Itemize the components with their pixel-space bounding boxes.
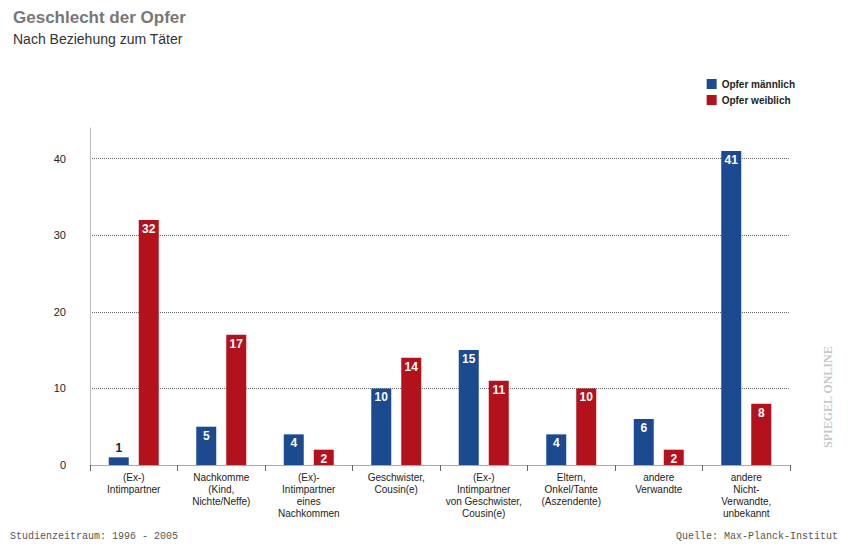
- svg-text:Nachkomme: Nachkomme: [193, 472, 250, 483]
- svg-text:SPIEGEL ONLINE: SPIEGEL ONLINE: [821, 346, 835, 448]
- svg-text:1: 1: [115, 441, 122, 455]
- svg-text:(Ex)-: (Ex)-: [298, 472, 320, 483]
- svg-text:6: 6: [640, 421, 647, 435]
- svg-text:Eltern,: Eltern,: [557, 472, 586, 483]
- svg-text:4: 4: [553, 436, 560, 450]
- svg-text:10: 10: [375, 390, 389, 404]
- svg-text:Verwandte,: Verwandte,: [721, 496, 771, 507]
- svg-text:Verwandte: Verwandte: [635, 484, 683, 495]
- svg-text:andere: andere: [731, 472, 763, 483]
- svg-text:4: 4: [290, 436, 297, 450]
- svg-text:2: 2: [670, 452, 677, 466]
- svg-text:(Aszendente): (Aszendente): [542, 496, 601, 507]
- svg-text:Quelle: Max-Planck-Institut: Quelle: Max-Planck-Institut: [676, 531, 838, 542]
- svg-text:unbekannt: unbekannt: [723, 508, 770, 519]
- svg-text:10: 10: [580, 390, 594, 404]
- svg-text:Geschlecht der Opfer: Geschlecht der Opfer: [13, 8, 186, 27]
- svg-text:20: 20: [54, 306, 66, 318]
- svg-text:10: 10: [54, 382, 66, 394]
- svg-text:41: 41: [725, 153, 739, 167]
- svg-text:0: 0: [60, 459, 66, 471]
- svg-text:Intimpartner: Intimpartner: [457, 484, 511, 495]
- svg-text:2: 2: [320, 452, 327, 466]
- svg-text:40: 40: [54, 153, 66, 165]
- svg-text:Geschwister,: Geschwister,: [368, 472, 425, 483]
- svg-text:30: 30: [54, 229, 66, 241]
- svg-text:Cousin(e): Cousin(e): [462, 508, 505, 519]
- svg-text:32: 32: [142, 222, 156, 236]
- svg-text:Onkel/Tante: Onkel/Tante: [545, 484, 599, 495]
- svg-text:Nach Beziehung zum Täter: Nach Beziehung zum Täter: [13, 31, 183, 47]
- svg-text:Intimpartner: Intimpartner: [107, 484, 161, 495]
- svg-text:Studienzeitraum: 1996 - 2005: Studienzeitraum: 1996 - 2005: [10, 531, 178, 542]
- svg-text:17: 17: [230, 337, 244, 351]
- svg-text:Nachkommen: Nachkommen: [278, 508, 340, 519]
- svg-text:8: 8: [758, 406, 765, 420]
- svg-text:Cousin(e): Cousin(e): [375, 484, 418, 495]
- svg-text:Nicht-: Nicht-: [733, 484, 759, 495]
- svg-text:5: 5: [203, 429, 210, 443]
- svg-text:(Ex-): (Ex-): [473, 472, 495, 483]
- svg-text:andere: andere: [643, 472, 675, 483]
- svg-text:14: 14: [405, 360, 419, 374]
- svg-text:von Geschwister,: von Geschwister,: [446, 496, 522, 507]
- svg-text:11: 11: [492, 383, 505, 397]
- svg-text:Intimpartner: Intimpartner: [282, 484, 336, 495]
- svg-text:Opfer männlich: Opfer männlich: [722, 79, 795, 90]
- svg-text:(Ex-): (Ex-): [123, 472, 145, 483]
- svg-text:(Kind,: (Kind,: [208, 484, 234, 495]
- svg-text:Opfer weiblich: Opfer weiblich: [722, 95, 791, 106]
- svg-text:Nichte/Neffe): Nichte/Neffe): [192, 496, 250, 507]
- svg-text:eines: eines: [297, 496, 321, 507]
- svg-text:15: 15: [462, 352, 476, 366]
